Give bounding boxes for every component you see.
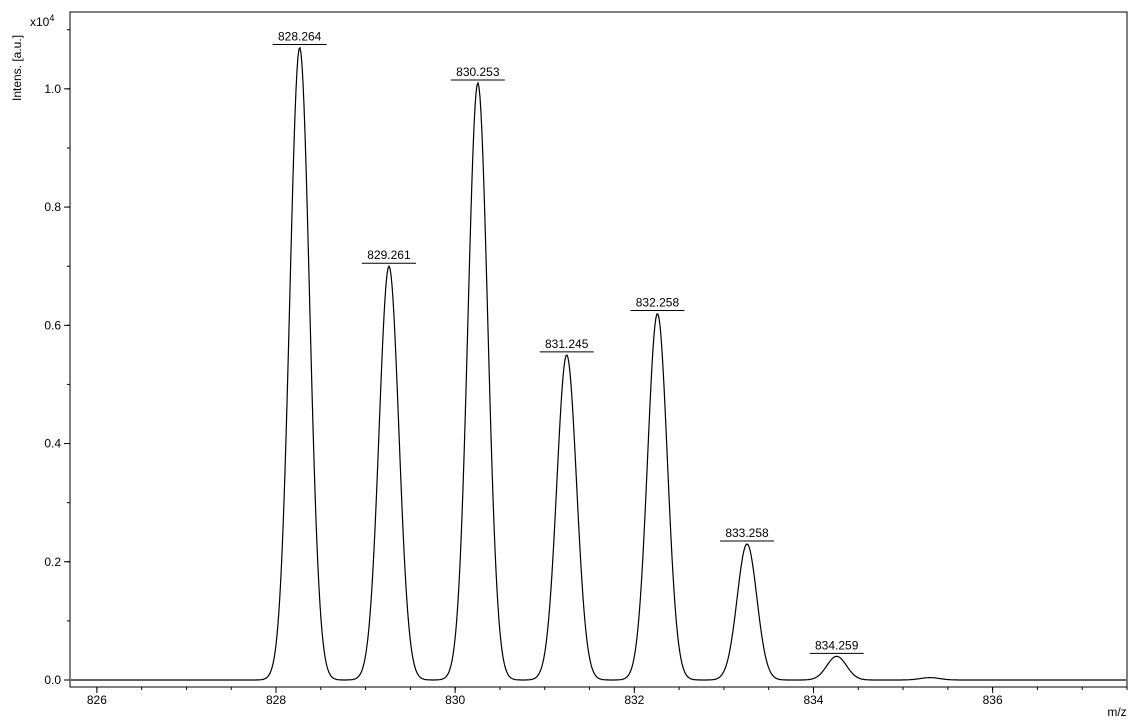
x-tick-label: 832	[624, 693, 644, 707]
x-tick-label: 834	[803, 693, 823, 707]
x-tick-label: 826	[87, 693, 107, 707]
peak-label: 830.253	[456, 65, 500, 79]
y-axis-label: Intens. [a.u.]	[10, 35, 24, 101]
peak-label: 833.258	[725, 526, 769, 540]
y-tick-label: 0.2	[44, 555, 61, 569]
y-multiplier-base: x10	[30, 15, 50, 29]
axes: 826 828 830 832 834 836 0.0 0.2 0.4 0.6 0.8 1.0	[44, 11, 1128, 707]
peak-label: 829.261	[367, 248, 411, 262]
x-tick-label: 828	[266, 693, 286, 707]
x-tick-label: 830	[445, 693, 465, 707]
spectrum-line	[71, 46, 1126, 681]
peak-label: 828.264	[278, 29, 322, 43]
y-tick-label: 1.0	[44, 82, 61, 96]
y-multiplier: x104	[30, 13, 54, 29]
y-tick-label: 0.8	[44, 200, 61, 214]
y-multiplier-exponent: 4	[49, 13, 54, 23]
peak-label: 832.258	[636, 295, 680, 309]
peak-label: 831.245	[545, 337, 589, 351]
y-tick-label: 0.6	[44, 318, 61, 332]
y-tick-label: 0.4	[44, 437, 61, 451]
peak-label: 834.259	[815, 638, 859, 652]
x-tick-label: 836	[983, 693, 1003, 707]
plot-frame	[69, 11, 1128, 688]
peak-labels: 828.264 829.261 830.253 831.245 832.258 833.2…	[272, 29, 864, 654]
y-tick-label: 0.0	[44, 673, 61, 687]
x-axis-label: m/z	[1107, 705, 1126, 719]
